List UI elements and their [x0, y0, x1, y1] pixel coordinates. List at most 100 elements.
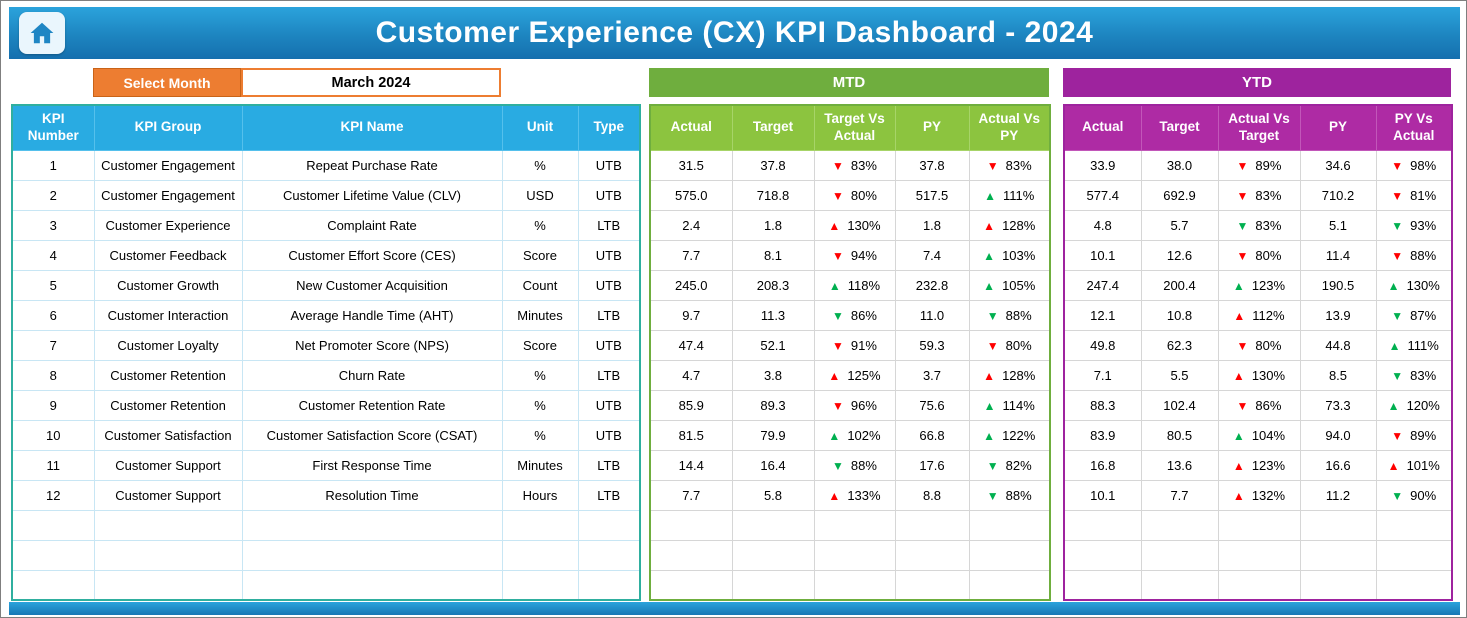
select-month-button[interactable]: Select Month — [93, 68, 241, 97]
mtd-row: 31.5 37.8 ▼ 83% 37.8 ▼ 83% — [649, 149, 1051, 181]
kpi-number-cell: 11 — [11, 449, 95, 481]
kpi-row: 7 Customer Loyalty Net Promoter Score (NPS… — [11, 329, 641, 361]
down-arrow-icon: ▼ — [1391, 158, 1404, 173]
up-arrow-icon: ▲ — [1232, 368, 1245, 383]
mtd-target-cell: 89.3 — [731, 389, 815, 421]
variance-value: 88% — [1005, 307, 1032, 323]
down-arrow-icon: ▼ — [1391, 218, 1404, 233]
variance-value: 132% — [1251, 487, 1286, 503]
up-arrow-icon: ▲ — [983, 218, 996, 233]
variance-value: 128% — [1002, 217, 1036, 233]
variance-value: 83% — [850, 157, 877, 173]
mtd-target-vs-actual-cell: ▼ 80% — [813, 179, 896, 211]
variance-value: 88% — [1410, 247, 1437, 263]
kpi-row: 10 Customer Satisfaction Customer Satisfac… — [11, 419, 641, 451]
variance-value: 83% — [1410, 367, 1437, 383]
ytd-target-cell: 38.0 — [1140, 149, 1219, 181]
empty-cell — [894, 509, 970, 541]
unit-cell: Count — [501, 269, 579, 301]
kpi-row: 9 Customer Retention Customer Retention Ra… — [11, 389, 641, 421]
type-cell: LTB — [577, 299, 641, 331]
empty-cell — [241, 569, 503, 601]
ytd-py-cell: 94.0 — [1299, 419, 1377, 451]
kpi-group-cell: Customer Interaction — [93, 299, 243, 331]
type-cell: UTB — [577, 239, 641, 271]
page-title: Customer Experience (CX) KPI Dashboard -… — [375, 16, 1094, 49]
empty-cell — [649, 569, 733, 601]
empty-cell — [1140, 539, 1219, 571]
type-cell: UTB — [577, 149, 641, 181]
mtd-py-cell: 66.8 — [894, 419, 970, 451]
variance-value: 82% — [1005, 457, 1032, 473]
down-arrow-icon: ▼ — [1391, 488, 1404, 503]
ytd-py-cell: 11.4 — [1299, 239, 1377, 271]
mtd-target-cell: 718.8 — [731, 179, 815, 211]
empty-cell — [93, 539, 243, 571]
home-button[interactable] — [19, 12, 65, 54]
kpi-group-cell: Customer Retention — [93, 389, 243, 421]
mtd-row: 245.0 208.3 ▲ 118% 232.8 ▲ 105% — [649, 269, 1051, 301]
mtd-target-vs-actual-cell: ▼ 91% — [813, 329, 896, 361]
empty-cell — [241, 539, 503, 571]
variance-value: 122% — [1002, 427, 1036, 443]
col-header-ytd-actual: Actual — [1063, 104, 1142, 151]
kpi-row: 1 Customer Engagement Repeat Purchase Rate… — [11, 149, 641, 181]
variance-value: 118% — [847, 277, 881, 293]
ytd-actual-vs-target-cell: ▲ 123% — [1217, 449, 1301, 481]
variance-value: 102% — [847, 427, 881, 443]
variance-value: 111% — [1407, 337, 1439, 353]
kpi-group-cell: Customer Support — [93, 479, 243, 511]
kpi-row: 3 Customer Experience Complaint Rate% LTB — [11, 209, 641, 241]
variance-value: 80% — [1255, 247, 1282, 263]
empty-cell — [968, 539, 1051, 571]
ytd-row: 7.1 5.5 ▲ 130% 8.5 ▼ 83% — [1063, 359, 1453, 391]
ytd-py-vs-actual-cell: ▼ 98% — [1375, 149, 1453, 181]
type-cell: UTB — [577, 329, 641, 361]
kpi-group-cell: Customer Engagement — [93, 179, 243, 211]
down-arrow-icon: ▼ — [1236, 218, 1249, 233]
empty-row — [649, 509, 1051, 541]
empty-cell — [501, 509, 579, 541]
mtd-target-vs-actual-cell: ▼ 88% — [813, 449, 896, 481]
variance-value: 123% — [1251, 457, 1286, 473]
down-arrow-icon: ▼ — [832, 158, 844, 173]
unit-cell: Minutes — [501, 449, 579, 481]
empty-cell — [11, 509, 95, 541]
ytd-actual-cell: 83.9 — [1063, 419, 1142, 451]
ytd-target-cell: 80.5 — [1140, 419, 1219, 451]
down-arrow-icon: ▼ — [986, 458, 999, 473]
variance-value: 98% — [1410, 157, 1437, 173]
up-arrow-icon: ▲ — [828, 488, 841, 503]
ytd-py-vs-actual-cell: ▲ 111% — [1375, 329, 1453, 361]
ytd-py-cell: 16.6 — [1299, 449, 1377, 481]
ytd-py-vs-actual-cell: ▼ 83% — [1375, 359, 1453, 391]
variance-value: 104% — [1251, 427, 1286, 443]
ytd-actual-vs-target-cell: ▼ 86% — [1217, 389, 1301, 421]
empty-cell — [1375, 509, 1453, 541]
down-arrow-icon: ▼ — [1391, 368, 1404, 383]
empty-cell — [813, 569, 896, 601]
mtd-actual-cell: 81.5 — [649, 419, 733, 451]
empty-cell — [813, 539, 896, 571]
mtd-target-cell: 1.8 — [731, 209, 815, 241]
variance-value: 80% — [1005, 337, 1032, 353]
ytd-actual-cell: 10.1 — [1063, 239, 1142, 271]
variance-value: 133% — [847, 487, 881, 503]
ytd-py-vs-actual-cell: ▲ 120% — [1375, 389, 1453, 421]
col-header-kpi-name: KPI Name — [241, 104, 503, 151]
type-cell: UTB — [577, 179, 641, 211]
variance-value: 90% — [1410, 487, 1437, 503]
kpi-group-cell: Customer Satisfaction — [93, 419, 243, 451]
selected-month-cell[interactable]: March 2024 — [241, 68, 501, 97]
ytd-py-cell: 8.5 — [1299, 359, 1377, 391]
kpi-group-cell: Customer Loyalty — [93, 329, 243, 361]
ytd-actual-vs-target-cell: ▲ 112% — [1217, 299, 1301, 331]
ytd-actual-vs-target-cell: ▼ 83% — [1217, 179, 1301, 211]
col-header-mtd-actual-vs-py: Actual Vs PY — [968, 104, 1051, 151]
variance-value: 89% — [1410, 427, 1437, 443]
empty-cell — [731, 509, 815, 541]
kpi-name-cell: Average Handle Time (AHT) — [241, 299, 503, 331]
kpi-name-cell: Customer Satisfaction Score (CSAT) — [241, 419, 503, 451]
mtd-header-row: Actual Target Target Vs Actual PY Actual… — [649, 104, 1051, 151]
empty-cell — [1217, 569, 1301, 601]
